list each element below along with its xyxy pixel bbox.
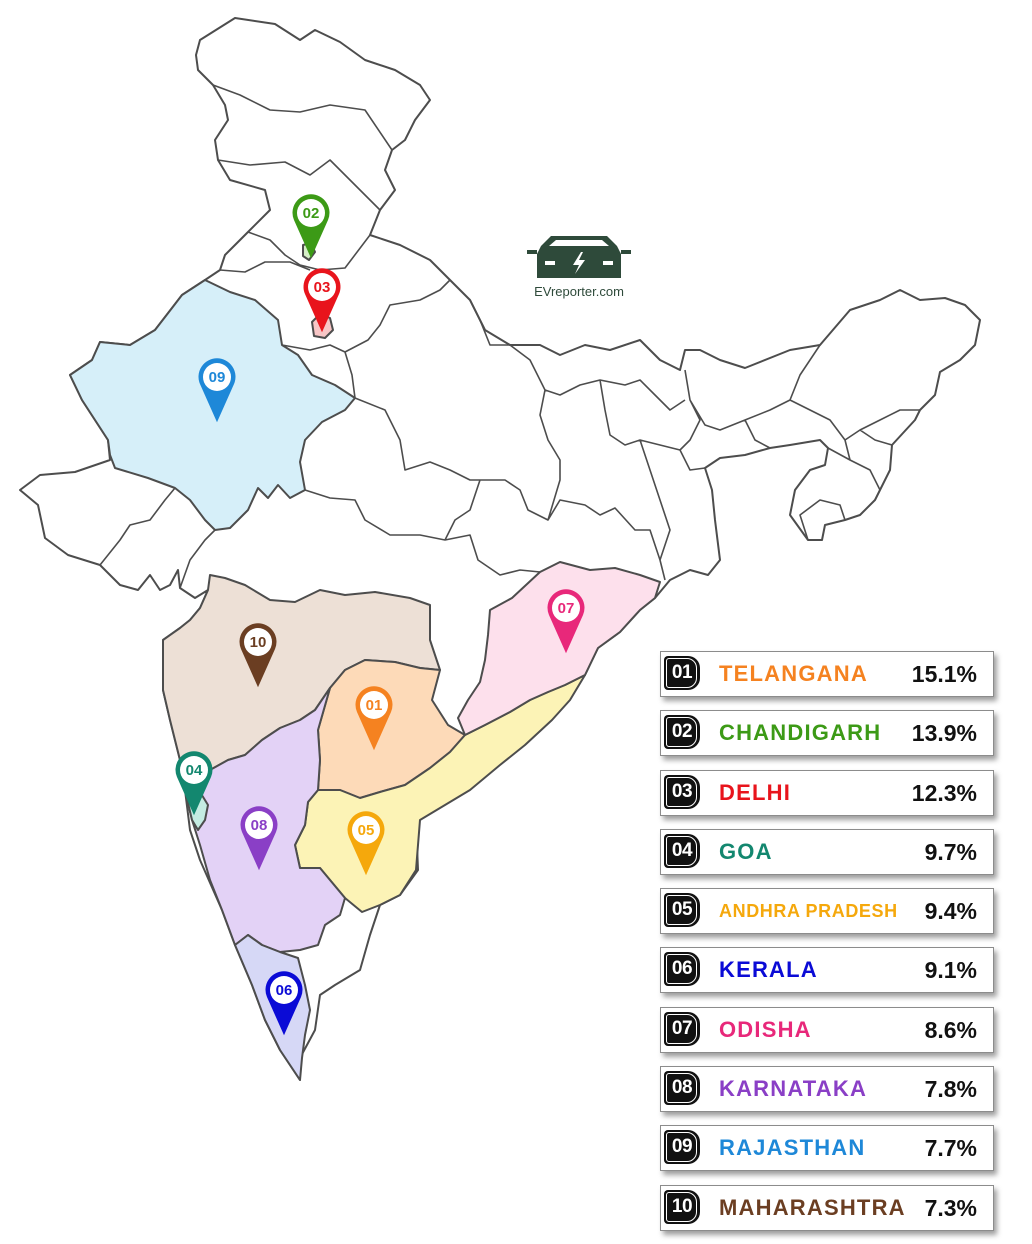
rank-badge: 01 [664, 656, 700, 690]
share-value: 7.8% [924, 1076, 977, 1103]
evreporter-logo: EVreporter.com [518, 232, 640, 299]
rank-badge: 06 [664, 952, 700, 987]
pin-label: 01 [366, 697, 383, 714]
share-value: 8.6% [924, 1016, 977, 1043]
map-pin-07: 07 [547, 589, 585, 654]
map-pin-01: 01 [355, 686, 393, 751]
share-value: 7.3% [924, 1194, 977, 1221]
pin-label: 09 [209, 369, 226, 386]
share-value: 9.7% [924, 838, 977, 865]
state-name: DELHI [719, 779, 791, 805]
share-value: 13.9% [911, 720, 977, 747]
legend-row: 04 GOA 9.7% [660, 828, 994, 875]
pin-inner-circle [352, 816, 380, 844]
map-pins: 01 02 03 04 05 06 07 08 09 10 [175, 194, 585, 1036]
pin-label: 03 [314, 279, 331, 296]
state-borders [99, 84, 920, 589]
pin-label: 05 [358, 822, 375, 839]
share-value: 7.7% [924, 1135, 977, 1162]
pin-inner-circle [308, 273, 336, 301]
pin-label: 08 [251, 817, 268, 834]
ev-car-icon [527, 236, 631, 278]
pin-label: 07 [558, 600, 575, 617]
map-pin-04: 04 [175, 751, 213, 816]
rank-badge: 08 [664, 1071, 700, 1106]
share-value: 9.1% [924, 957, 977, 984]
pin-inner-circle [180, 756, 208, 784]
state-name: ANDHRA PRADESH [719, 901, 898, 922]
legend-row: 01 TELANGANA 15.1% [660, 651, 994, 697]
legend-row: 05 ANDHRA PRADESH 9.4% [660, 888, 994, 935]
map-pin-03: 03 [303, 268, 341, 333]
rank-badge: 09 [664, 1130, 700, 1165]
pin-inner-circle [203, 363, 231, 391]
pin-label: 10 [250, 634, 267, 651]
state-name: ODISHA [719, 1016, 812, 1042]
map-pin-08: 08 [240, 806, 278, 871]
region-odisha [457, 561, 661, 736]
pin-label: 02 [303, 205, 320, 222]
legend-row: 10 MAHARASHTRA 7.3% [660, 1184, 994, 1231]
map-pin-09: 09 [198, 358, 236, 423]
state-name: KERALA [719, 957, 818, 983]
rank-badge: 02 [664, 715, 700, 750]
state-name: TELANGANA [719, 661, 868, 686]
state-name: GOA [719, 838, 773, 864]
pin-inner-circle [552, 594, 580, 622]
state-name: CHANDIGARH [719, 720, 882, 746]
state-name: RAJASTHAN [719, 1135, 866, 1161]
ranking-legend: 01 TELANGANA 15.1% 02 CHANDIGARH 13.9% 03 DELHI… [660, 651, 994, 1244]
share-value: 9.4% [924, 898, 977, 925]
map-pin-02: 02 [292, 194, 330, 259]
pin-inner-circle [244, 628, 272, 656]
map-pin-10: 10 [239, 623, 277, 688]
pin-label: 04 [186, 762, 203, 779]
pin-inner-circle [297, 199, 325, 227]
legend-row: 02 CHANDIGARH 13.9% [660, 710, 994, 757]
share-value: 15.1% [911, 661, 977, 687]
legend-row: 06 KERALA 9.1% [660, 947, 994, 994]
map-pin-06: 06 [265, 971, 303, 1036]
map-pin-05: 05 [347, 811, 385, 876]
pin-inner-circle [360, 691, 388, 719]
pin-inner-circle [245, 811, 273, 839]
state-name: KARNATAKA [719, 1076, 868, 1102]
legend-row: 07 ODISHA 8.6% [660, 1006, 994, 1053]
rank-badge: 07 [664, 1011, 700, 1046]
legend-row: 03 DELHI 12.3% [660, 769, 994, 816]
rank-badge: 05 [664, 893, 700, 928]
rank-badge: 03 [664, 774, 700, 809]
logo-text: EVreporter.com [534, 284, 624, 299]
legend-row: 09 RAJASTHAN 7.7% [660, 1125, 994, 1172]
state-name: MAHARASHTRA [719, 1194, 906, 1220]
share-value: 12.3% [911, 779, 977, 806]
pin-label: 06 [276, 982, 293, 999]
pin-inner-circle [270, 976, 298, 1004]
legend-row: 08 KARNATAKA 7.8% [660, 1066, 994, 1113]
rank-badge: 10 [664, 1189, 700, 1224]
rank-badge: 04 [664, 833, 700, 868]
